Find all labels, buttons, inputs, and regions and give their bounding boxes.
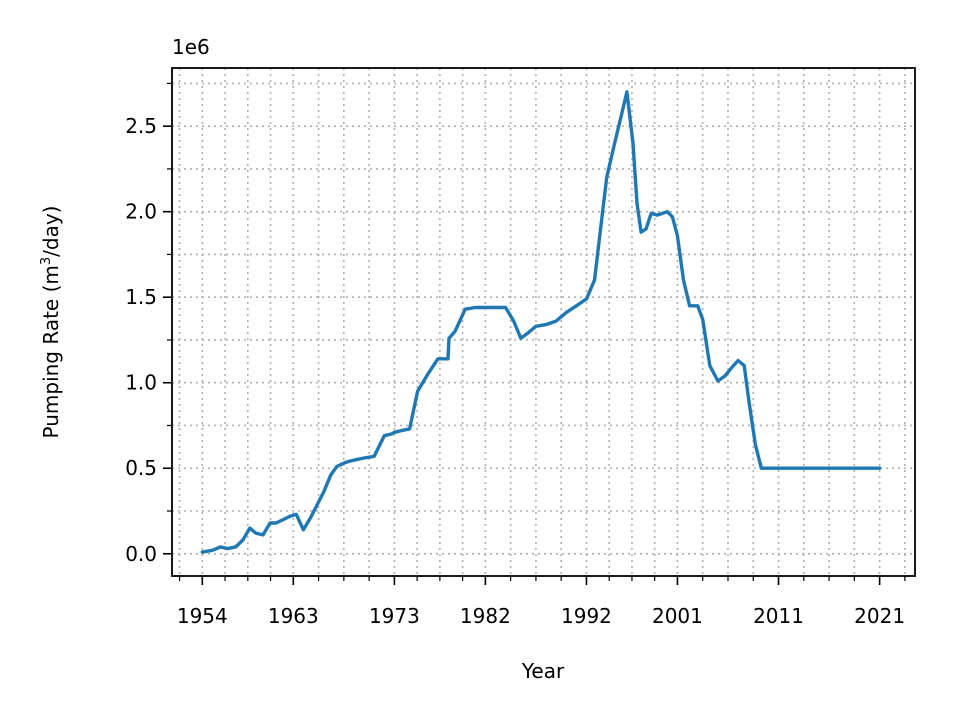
plot-frame: [171, 67, 916, 577]
y-axis-label-superscript: 3: [39, 257, 54, 265]
y-tick-label: 1.5: [125, 285, 157, 309]
x-tick-label: 1973: [369, 604, 420, 628]
y-tick-label: 2.5: [125, 114, 157, 138]
x-tick-label: 1954: [177, 604, 228, 628]
y-axis-label-main: Pumping Rate (m: [39, 265, 63, 438]
y-offset-label: 1e6: [172, 35, 210, 59]
y-tick-label: 1.0: [125, 371, 157, 395]
y-tick-label: 0.5: [125, 456, 157, 480]
x-tick-label: 1963: [268, 604, 319, 628]
x-tick-label: 2011: [753, 604, 804, 628]
x-tick-label: 2021: [854, 604, 905, 628]
y-tick-label: 0.0: [125, 542, 157, 566]
axis-ticks: 1954 1963 1973 1982 1992 2001 2011 2021 0.0 0.5 1.…: [125, 82, 906, 628]
x-tick-label: 1992: [561, 604, 612, 628]
x-tick-label: 1982: [460, 604, 511, 628]
y-axis-label: Pumping Rate (m3/day): [39, 206, 63, 439]
data-line-layer: [200, 90, 882, 554]
y-axis-label-unit: /day): [39, 206, 63, 257]
pumping-rate-series-line: [200, 90, 882, 554]
x-axis-label: Year: [521, 659, 565, 683]
y-tick-label: 2.0: [125, 200, 157, 224]
grid-lines: [172, 68, 915, 576]
x-tick-label: 2001: [652, 604, 703, 628]
